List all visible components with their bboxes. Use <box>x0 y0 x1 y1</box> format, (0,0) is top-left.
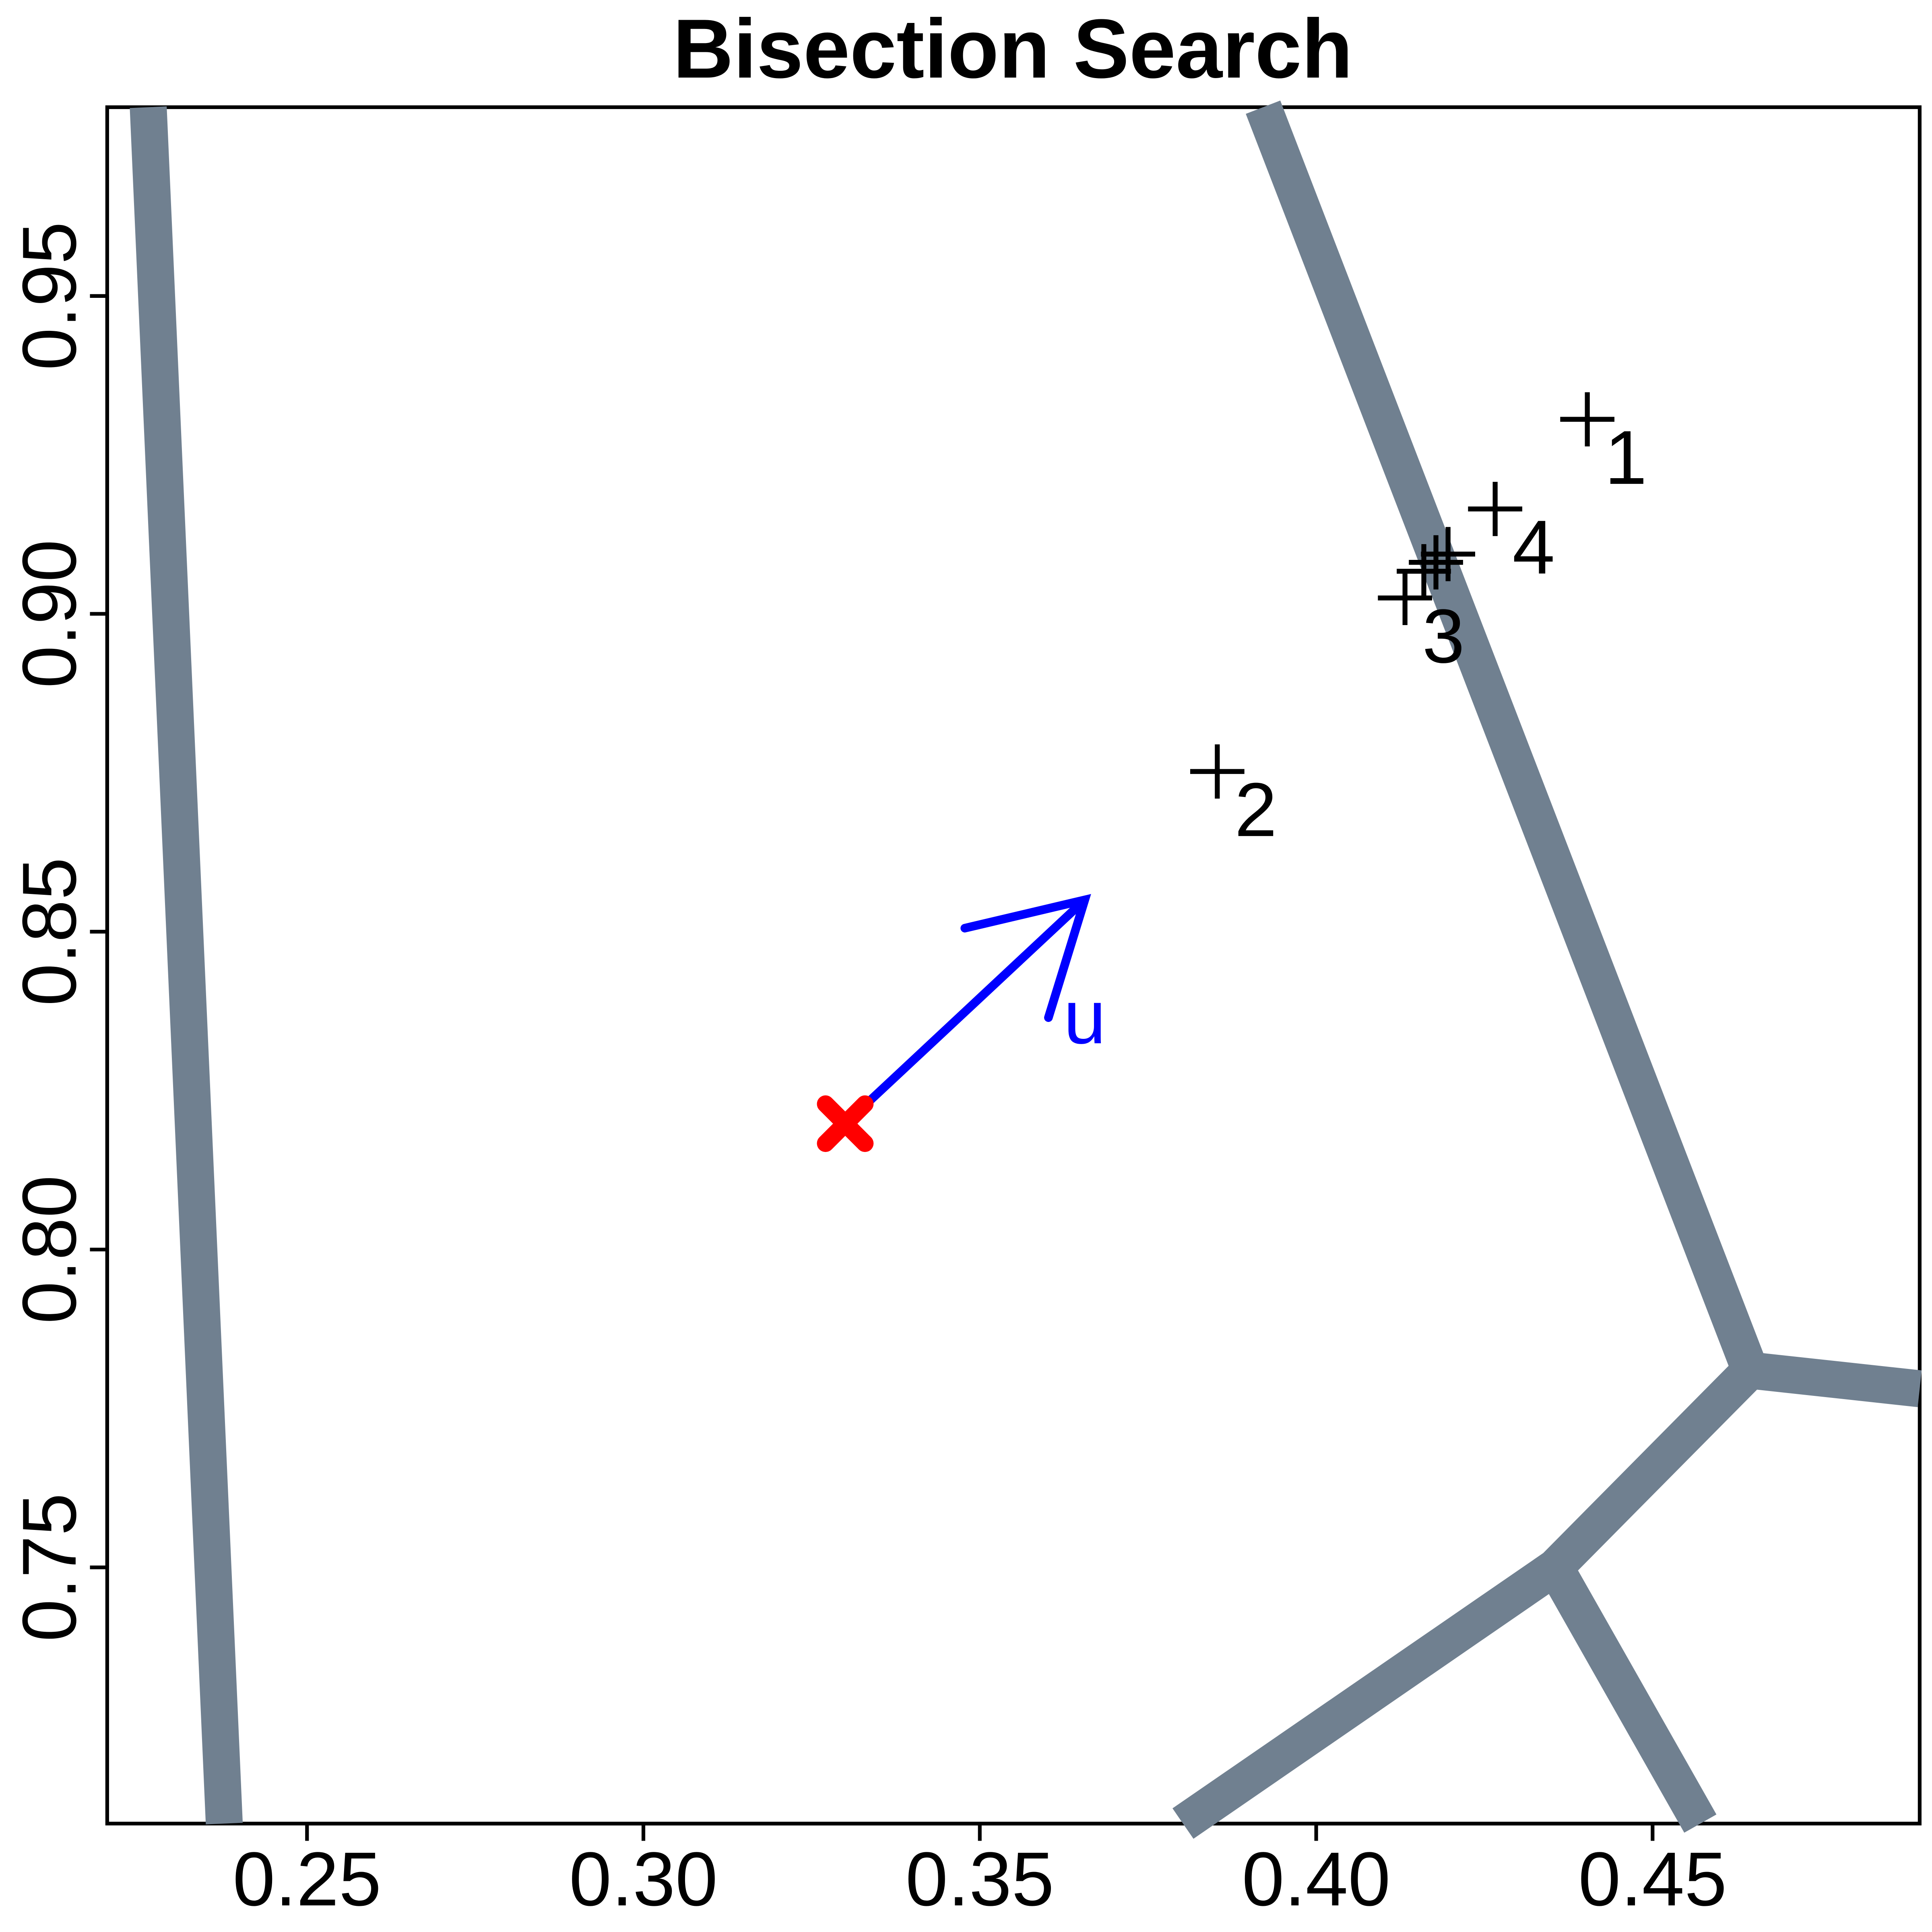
boundary-line <box>1539 1558 1717 1833</box>
x-tick-label: 0.25 <box>233 1837 381 1922</box>
y-tick-label: 0.80 <box>7 1175 92 1324</box>
point-marker <box>1560 392 1614 447</box>
y-tick-label: 0.75 <box>7 1493 92 1641</box>
y-tick-label: 0.95 <box>7 222 92 370</box>
boundary-line <box>1246 100 1922 1407</box>
point-label: 4 <box>1513 505 1555 590</box>
point-marker <box>1190 744 1245 799</box>
boundary-line <box>130 106 243 1825</box>
arrow-label: u <box>1063 974 1106 1060</box>
point-label: 1 <box>1605 415 1647 500</box>
point-label: 2 <box>1234 767 1277 852</box>
x-tick-label: 0.30 <box>569 1837 718 1922</box>
boundary-line <box>1172 1357 1763 1839</box>
x-tick-label: 0.35 <box>906 1837 1054 1922</box>
y-tick-label: 0.90 <box>7 539 92 688</box>
y-tick-label: 0.85 <box>7 857 92 1006</box>
start-marker <box>817 1095 874 1152</box>
point-marker <box>1409 535 1463 590</box>
chart-title: Bisection Search <box>673 2 1353 96</box>
point-marker <box>1468 482 1523 536</box>
point-marker <box>1421 527 1475 581</box>
arrow <box>841 894 1091 1128</box>
x-tick-label: 0.40 <box>1242 1837 1390 1922</box>
point-label: 3 <box>1422 594 1465 679</box>
x-tick-label: 0.45 <box>1578 1837 1727 1922</box>
